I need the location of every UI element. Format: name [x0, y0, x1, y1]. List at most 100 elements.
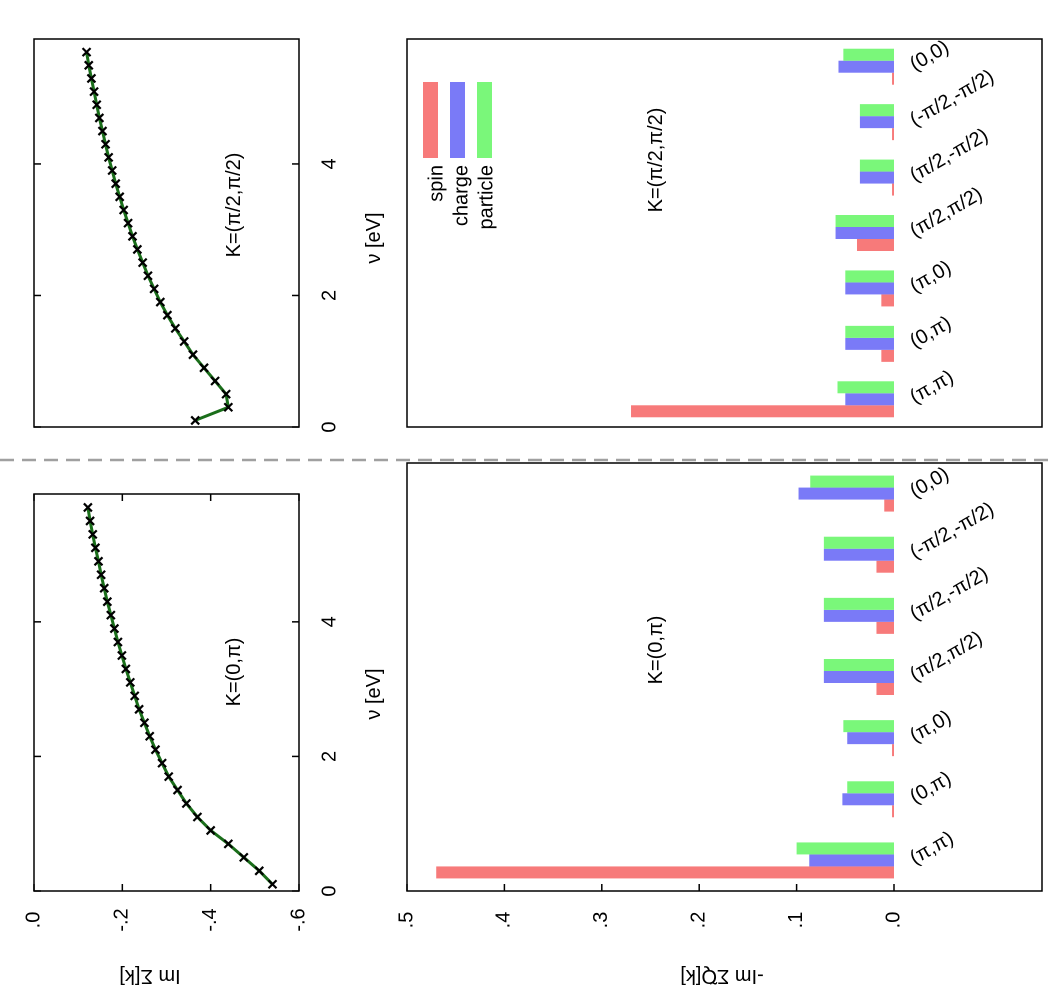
data-point-left-18	[113, 637, 123, 647]
data-point-right-7	[170, 323, 181, 334]
annotation-bar-left: K=(0,π)	[645, 616, 667, 685]
data-point-right-24	[91, 99, 102, 110]
data-point-left-27	[85, 516, 95, 526]
data-point-left-9	[157, 758, 167, 768]
bar-value-tick-label-3: .2	[687, 912, 709, 929]
data-point-left-3	[223, 839, 234, 849]
data-point-left-24	[93, 556, 104, 567]
data-point-left-5	[192, 812, 203, 822]
category-label-left-1: (0,π)	[906, 767, 955, 808]
bar-left-particle-3	[823, 659, 894, 671]
bar-value-tick-label-2: .3	[590, 912, 612, 929]
category-label-right-4: (π/2,-π/2)	[906, 124, 992, 186]
bar-left-spin-6	[884, 499, 894, 512]
data-point-right-21	[100, 139, 111, 149]
data-point-right-20	[103, 152, 114, 163]
bar-value-tick-label-0: .5	[395, 912, 417, 929]
category-label-right-0: (π,π)	[906, 366, 957, 408]
bar-right-charge-1	[845, 337, 894, 350]
bar-left-charge-0	[809, 854, 894, 867]
bar-right-particle-1	[845, 325, 894, 338]
bar-left-spin-1	[892, 805, 894, 818]
bar-right-charge-0	[845, 393, 894, 406]
sigma-tick-label-2: -.4	[199, 908, 221, 931]
nu-tick-label-left-2: 4	[318, 616, 340, 627]
data-point-right-2	[221, 389, 231, 399]
data-point-right-14	[127, 231, 138, 242]
bar-right-charge-5	[859, 116, 894, 129]
data-point-left-26	[87, 529, 98, 540]
data-point-left-6	[181, 798, 192, 809]
category-label-right-5: (-π/2,-π/2)	[906, 65, 998, 131]
line-panel-right-frame	[33, 38, 300, 428]
data-point-left-21	[102, 596, 113, 607]
category-label-right-3: (π/2,π/2)	[906, 183, 986, 242]
bar-left-particle-6	[810, 475, 894, 488]
data-point-right-10	[149, 284, 159, 294]
category-label-right-2: (π,0)	[906, 256, 955, 297]
legend-label-charge: charge	[450, 165, 472, 226]
data-point-right-18	[110, 178, 121, 189]
sigma-tick-label-0: .0	[22, 912, 44, 929]
category-label-right-1: (0,π)	[906, 312, 955, 353]
bar-left-particle-2	[843, 720, 894, 733]
data-point-left-2	[239, 852, 249, 863]
data-point-left-17	[117, 650, 127, 661]
data-point-right-6	[179, 336, 189, 347]
bar-left-particle-1	[847, 781, 894, 794]
data-point-right-28	[81, 47, 92, 57]
sigma-tick-label-1: -.2	[111, 908, 133, 931]
bar-left-charge-6	[798, 487, 894, 500]
bar-right-particle-5	[859, 104, 894, 117]
bar-left-spin-3	[876, 683, 894, 695]
data-point-right-0	[190, 415, 200, 426]
data-point-left-4	[205, 825, 216, 836]
data-point-left-8	[163, 771, 174, 782]
bar-left-particle-0	[796, 842, 894, 855]
category-label-left-3: (π/2,π/2)	[906, 627, 986, 686]
bar-right-spin-4	[892, 183, 894, 196]
bar-left-spin-5	[876, 560, 894, 573]
data-point-left-16	[121, 664, 131, 674]
data-point-left-23	[96, 569, 106, 580]
data-point-left-10	[150, 744, 161, 755]
data-point-right-5	[188, 349, 198, 360]
data-point-left-28	[83, 502, 93, 513]
data-point-right-12	[137, 257, 148, 268]
annotation-bar-right: K=(π/2,π/2)	[645, 108, 667, 213]
bar-right-spin-5	[892, 128, 894, 141]
data-point-left-20	[106, 610, 116, 620]
bar-right-particle-4	[859, 159, 894, 172]
bar-right-charge-3	[835, 227, 894, 239]
data-point-right-17	[114, 192, 125, 202]
bar-left-particle-4	[823, 597, 894, 610]
line-panel-left-frame	[33, 493, 300, 892]
data-point-right-23	[94, 113, 105, 123]
bar-left-spin-4	[876, 621, 894, 634]
y-axis-title-bar: -Im Σ̃Q[k]	[680, 965, 763, 987]
data-point-right-8	[162, 310, 173, 320]
bar-left-charge-5	[823, 548, 894, 561]
annotation-line-left: K=(0,π)	[223, 638, 245, 707]
data-point-left-7	[172, 785, 183, 795]
legend-swatch-particle	[477, 82, 492, 158]
bar-value-tick-label-4: .1	[785, 912, 807, 929]
bar-left-charge-2	[847, 732, 894, 745]
data-point-right-26	[86, 73, 97, 84]
bar-value-tick-label-5: .0	[882, 912, 904, 929]
bar-right-charge-4	[859, 171, 894, 184]
legend-label-particle: particle	[475, 165, 497, 229]
data-point-left-1	[254, 866, 265, 876]
data-point-right-27	[83, 60, 94, 71]
bar-right-charge-2	[845, 282, 894, 295]
data-point-right-4	[199, 363, 209, 373]
nu-tick-label-right-1: 2	[318, 290, 340, 301]
legend-label-spin: spin	[425, 165, 447, 202]
data-point-left-25	[90, 543, 101, 553]
bar-right-particle-0	[837, 381, 894, 394]
bar-panel-right-frame	[406, 38, 1043, 428]
data-point-left-14	[129, 691, 140, 701]
legend-swatch-spin	[423, 82, 438, 158]
data-point-right-3	[210, 376, 220, 386]
